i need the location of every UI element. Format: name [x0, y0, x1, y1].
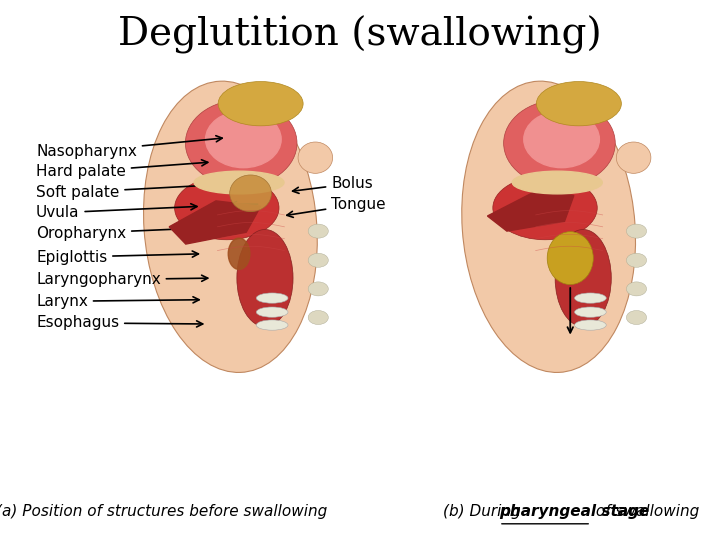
Ellipse shape — [575, 307, 606, 317]
Ellipse shape — [175, 176, 279, 240]
Ellipse shape — [547, 232, 593, 285]
Ellipse shape — [218, 82, 303, 126]
Ellipse shape — [626, 224, 647, 238]
Ellipse shape — [462, 81, 636, 373]
Ellipse shape — [492, 176, 598, 240]
Text: Deglutition (swallowing): Deglutition (swallowing) — [118, 16, 602, 55]
Ellipse shape — [228, 238, 250, 269]
Text: Oropharynx: Oropharynx — [36, 225, 201, 241]
Text: Laryngopharynx: Laryngopharynx — [36, 272, 208, 287]
Polygon shape — [487, 190, 574, 231]
Text: Bolus: Bolus — [292, 176, 373, 193]
Ellipse shape — [524, 111, 599, 168]
Text: Esophagus: Esophagus — [36, 315, 203, 330]
Ellipse shape — [143, 81, 318, 373]
Ellipse shape — [308, 253, 328, 267]
Ellipse shape — [194, 171, 284, 194]
Text: Hard palate: Hard palate — [36, 160, 208, 179]
Ellipse shape — [298, 142, 333, 173]
Ellipse shape — [308, 310, 328, 325]
Text: pharyngeal stage: pharyngeal stage — [499, 504, 649, 519]
Ellipse shape — [536, 82, 621, 126]
Ellipse shape — [575, 293, 606, 303]
Text: (b) During: (b) During — [443, 504, 526, 519]
Ellipse shape — [308, 224, 328, 238]
Ellipse shape — [206, 111, 282, 168]
Text: Nasopharynx: Nasopharynx — [36, 136, 222, 159]
Ellipse shape — [626, 282, 647, 296]
Ellipse shape — [555, 230, 611, 327]
Ellipse shape — [626, 253, 647, 267]
Text: Uvula: Uvula — [36, 204, 197, 220]
Ellipse shape — [237, 230, 293, 327]
Ellipse shape — [626, 310, 647, 325]
Polygon shape — [169, 201, 261, 244]
Ellipse shape — [256, 320, 288, 330]
Ellipse shape — [513, 171, 602, 194]
Ellipse shape — [186, 100, 297, 186]
Ellipse shape — [616, 142, 651, 173]
Ellipse shape — [504, 100, 615, 186]
Ellipse shape — [308, 282, 328, 296]
Text: of swallowing: of swallowing — [591, 504, 699, 519]
Text: Soft palate: Soft palate — [36, 182, 215, 200]
Text: Tongue: Tongue — [287, 197, 386, 218]
Text: Epiglottis: Epiglottis — [36, 249, 199, 265]
Ellipse shape — [575, 320, 606, 330]
Ellipse shape — [256, 293, 288, 303]
Ellipse shape — [230, 175, 271, 212]
Text: (a) Position of structures before swallowing: (a) Position of structures before swallo… — [0, 504, 328, 519]
Ellipse shape — [256, 307, 288, 317]
Text: Larynx: Larynx — [36, 294, 199, 309]
